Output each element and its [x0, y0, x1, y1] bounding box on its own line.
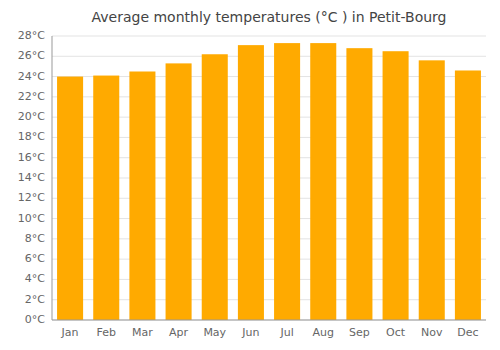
y-tick-label: 2°C	[25, 293, 45, 306]
y-tick-label: 24°C	[18, 70, 45, 83]
x-tick-label: Oct	[386, 326, 406, 339]
x-tick-label: Sep	[349, 326, 370, 339]
y-tick-label: 16°C	[18, 151, 45, 164]
bar	[310, 43, 336, 320]
y-tick-label: 18°C	[18, 130, 45, 143]
bar	[383, 51, 409, 320]
y-grid	[52, 36, 486, 320]
x-tick-label: May	[203, 326, 226, 339]
x-tick-label: Aug	[313, 326, 334, 339]
title: Average monthly temperatures (°C ) in Pe…	[92, 9, 447, 25]
y-tick-label: 8°C	[25, 232, 45, 245]
x-tick-labels: Jan Feb Mar Apr May Jun Jul Aug Sep Oct Nov Dec	[61, 326, 479, 339]
bar	[129, 72, 155, 321]
x-tick-label: Apr	[169, 326, 189, 339]
y-tick-label: 0°C	[25, 313, 45, 326]
bar	[202, 54, 228, 320]
y-tick-labels: 0°C 2°C 4°C 6°C 8°C 10°C 12°C 14°C 16°C 18°C 20°C 2…	[18, 29, 45, 326]
bars	[57, 43, 481, 320]
grid-line	[52, 36, 486, 37]
bar	[238, 45, 264, 320]
x-tick-label: Jun	[241, 326, 259, 339]
x-tick-label: Nov	[421, 326, 443, 339]
bar	[419, 60, 445, 320]
bar	[346, 48, 372, 320]
y-tick-label: 20°C	[18, 110, 45, 123]
y-tick-label: 10°C	[18, 212, 45, 225]
bar	[57, 77, 83, 320]
y-tick-label: 22°C	[18, 90, 45, 103]
y-axis-line	[52, 36, 53, 320]
y-tick-label: 12°C	[18, 191, 45, 204]
y-tick-label: 6°C	[25, 252, 45, 265]
bar	[166, 63, 192, 320]
bar	[274, 43, 300, 320]
y-tick-label: 26°C	[18, 49, 45, 62]
x-axis-line	[52, 320, 486, 321]
x-tick-label: Dec	[457, 326, 478, 339]
y-tick-label: 14°C	[18, 171, 45, 184]
bar	[93, 76, 119, 320]
grid-line	[52, 56, 486, 57]
bar	[455, 70, 481, 320]
y-tick-label: 4°C	[25, 272, 45, 285]
x-tick-label: Jan	[61, 326, 79, 339]
y-tick-label: 28°C	[18, 29, 45, 42]
grid-line	[52, 320, 486, 321]
chart: 0°C 2°C 4°C 6°C 8°C 10°C 12°C 14°C 16°C 18°C 20°C 2…	[0, 0, 500, 350]
x-tick-label: Mar	[132, 326, 153, 339]
x-tick-label: Jul	[279, 326, 293, 339]
x-tick-label: Feb	[97, 326, 116, 339]
